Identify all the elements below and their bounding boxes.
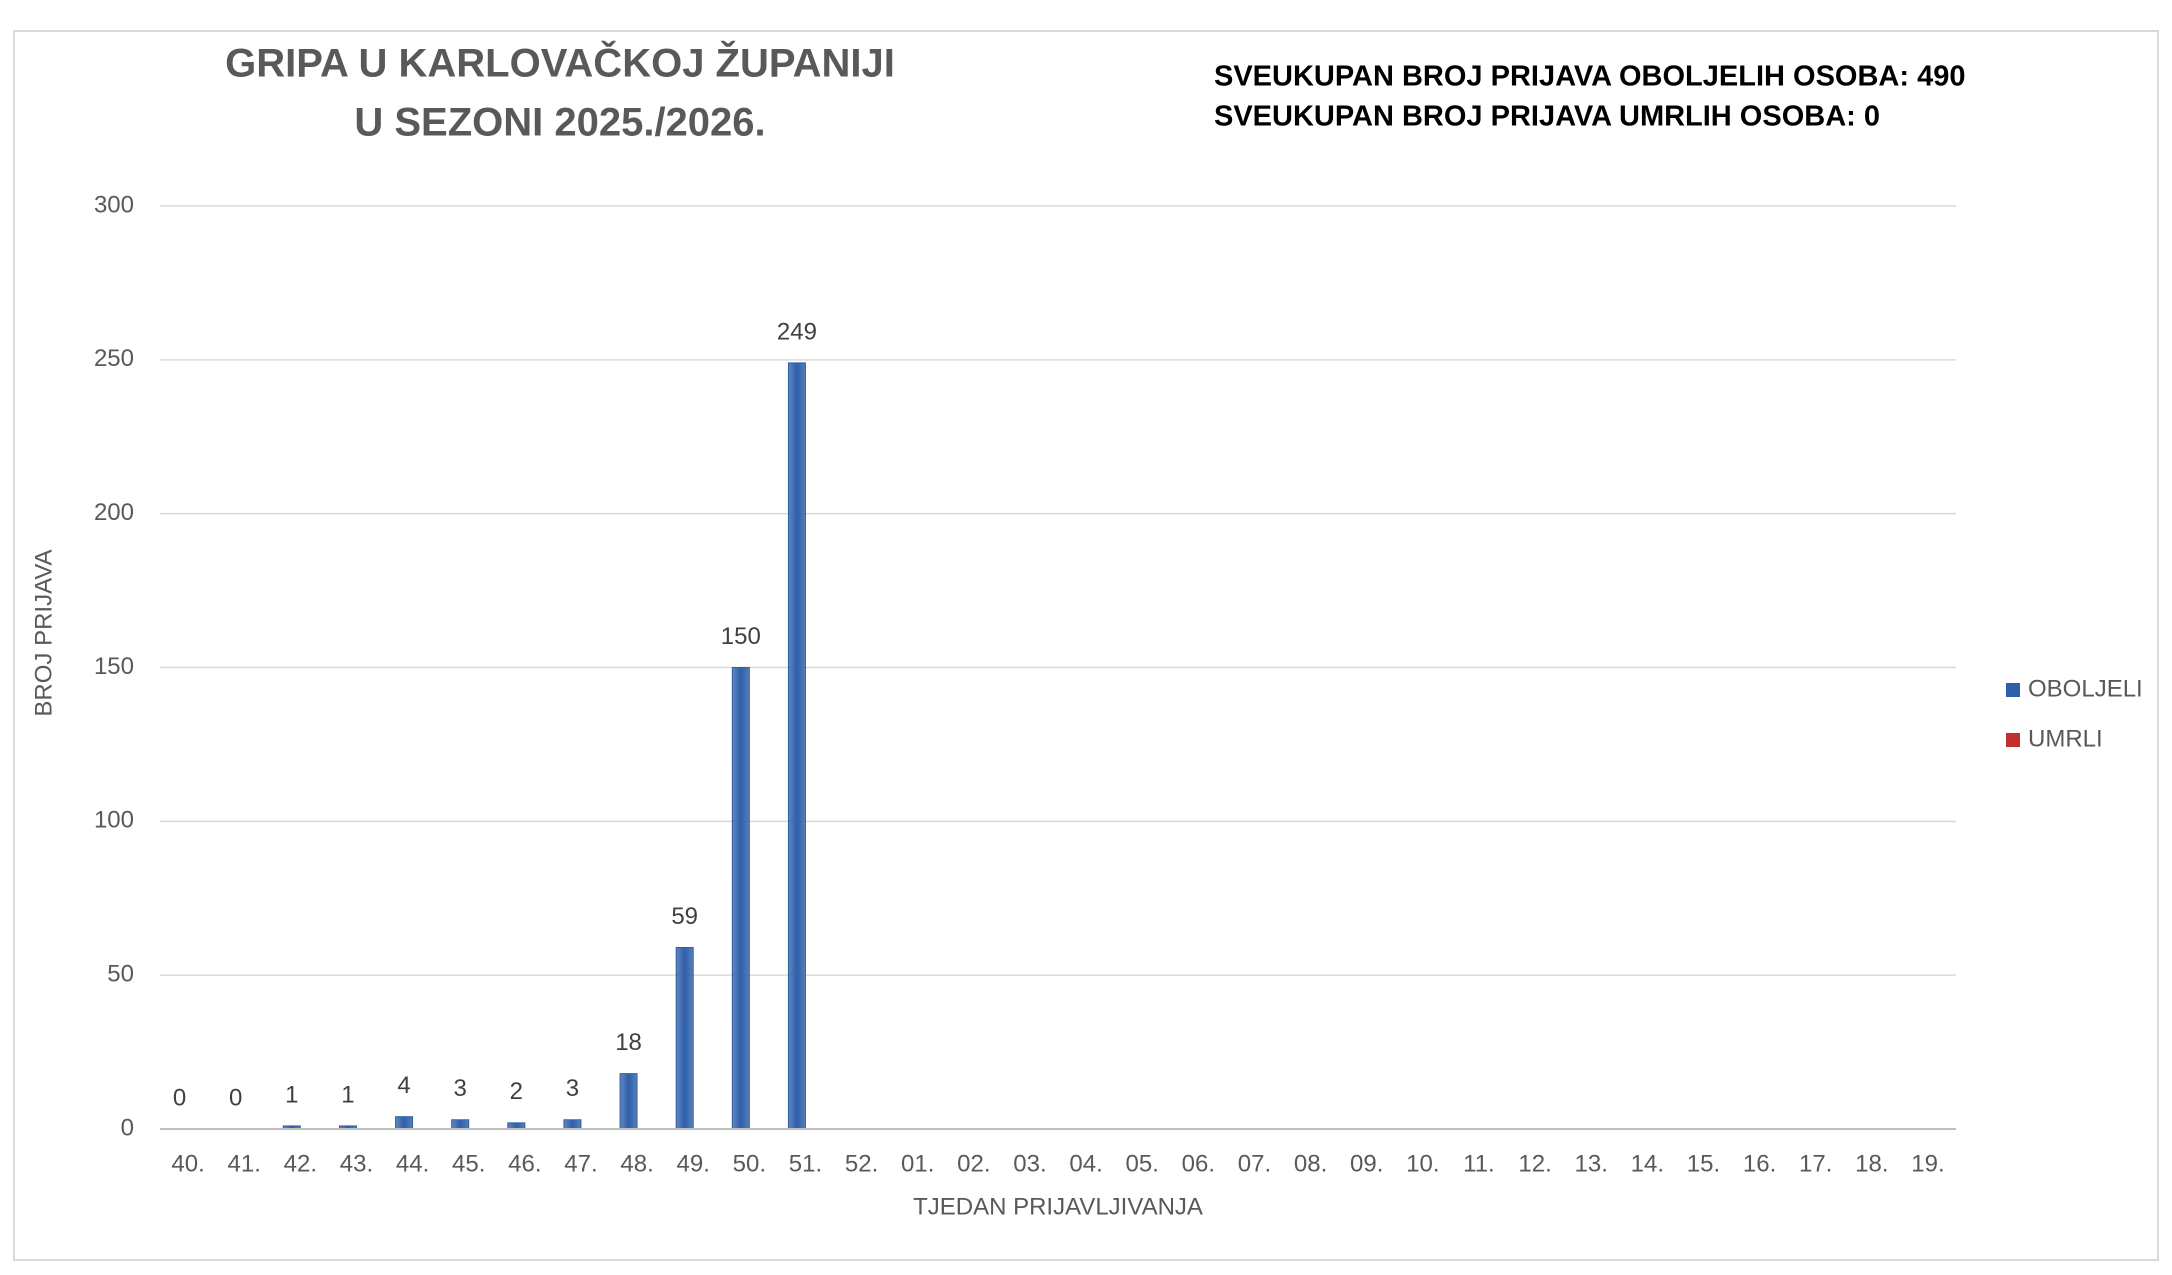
x-tick-label: 08.	[1294, 1150, 1327, 1177]
x-tick-label: 04.	[1069, 1150, 1102, 1177]
bar	[787, 362, 806, 1130]
y-tick-label: 200	[94, 499, 134, 526]
x-tick-label: 17.	[1799, 1150, 1832, 1177]
y-tick-label: 150	[94, 653, 134, 680]
data-label: 0	[229, 1084, 242, 1111]
x-tick-label: 09.	[1350, 1150, 1383, 1177]
data-label: 4	[397, 1072, 410, 1099]
x-tick-label: 19.	[1911, 1150, 1944, 1177]
x-tick-label: 40.	[171, 1150, 204, 1177]
x-tick-label: 52.	[845, 1150, 878, 1177]
x-tick-label: 11.	[1463, 1150, 1495, 1177]
x-tick-label: 14.	[1631, 1150, 1664, 1177]
bar	[395, 1116, 414, 1130]
y-tick-label: 50	[107, 961, 134, 988]
x-tick-label: 05.	[1126, 1150, 1159, 1177]
data-label: 0	[173, 1084, 186, 1111]
x-tick-label: 41.	[228, 1150, 261, 1177]
legend-swatch	[2006, 733, 2020, 747]
y-tick-label: 0	[121, 1114, 134, 1141]
x-tick-label: 50.	[733, 1150, 766, 1177]
x-tick-label: 46.	[508, 1150, 541, 1177]
data-label: 59	[671, 903, 698, 930]
x-tick-label: 15.	[1687, 1150, 1720, 1177]
data-label: 3	[566, 1075, 579, 1102]
x-tick-label: 45.	[452, 1150, 485, 1177]
x-tick-label: 51.	[789, 1150, 822, 1177]
data-label: 249	[777, 318, 817, 345]
legend-label: UMRLI	[2028, 725, 2103, 752]
data-label: 1	[285, 1081, 298, 1108]
x-tick-label: 43.	[340, 1150, 373, 1177]
data-label: 1	[341, 1081, 354, 1108]
annotation: SVEUKUPAN BROJ PRIJAVA UMRLIH OSOBA: 0	[1214, 101, 1880, 133]
data-label: 2	[510, 1078, 523, 1105]
annotation: SVEUKUPAN BROJ PRIJAVA OBOLJELIH OSOBA: …	[1214, 61, 1965, 93]
x-tick-label: 03.	[1013, 1150, 1046, 1177]
bar	[563, 1119, 582, 1130]
x-tick-label: 48.	[620, 1150, 653, 1177]
x-tick-label: 06.	[1182, 1150, 1215, 1177]
legend-swatch	[2006, 683, 2020, 697]
chart-frame	[13, 30, 2159, 1261]
x-tick-label: 07.	[1238, 1150, 1271, 1177]
data-label: 3	[454, 1075, 467, 1102]
chart-title: U SEZONI 2025./2026.	[354, 101, 765, 145]
x-tick-label: 13.	[1575, 1150, 1608, 1177]
x-tick-label: 01.	[901, 1150, 934, 1177]
bar	[675, 946, 694, 1130]
x-axis-label: TJEDAN PRIJAVLJIVANJA	[913, 1193, 1203, 1220]
bar	[619, 1073, 638, 1130]
x-tick-label: 12.	[1518, 1150, 1551, 1177]
x-tick-label: 47.	[564, 1150, 597, 1177]
x-tick-label: 44.	[396, 1150, 429, 1177]
x-tick-label: 10.	[1406, 1150, 1439, 1177]
legend-label: OBOLJELI	[2028, 675, 2143, 702]
y-tick-label: 100	[94, 807, 134, 834]
x-tick-label: 16.	[1743, 1150, 1776, 1177]
y-tick-label: 300	[94, 191, 134, 218]
y-axis-label: BROJ PRIJAVA	[30, 549, 57, 716]
x-tick-label: 18.	[1855, 1150, 1888, 1177]
bar	[451, 1119, 470, 1130]
chart-title: GRIPA U KARLOVAČKOJ ŽUPANIJI	[225, 40, 895, 86]
x-tick-label: 42.	[284, 1150, 317, 1177]
x-tick-label: 02.	[957, 1150, 990, 1177]
bar	[731, 667, 750, 1130]
x-tick-label: 49.	[677, 1150, 710, 1177]
y-tick-label: 250	[94, 345, 134, 372]
data-label: 18	[615, 1029, 642, 1056]
data-label: 150	[721, 623, 761, 650]
